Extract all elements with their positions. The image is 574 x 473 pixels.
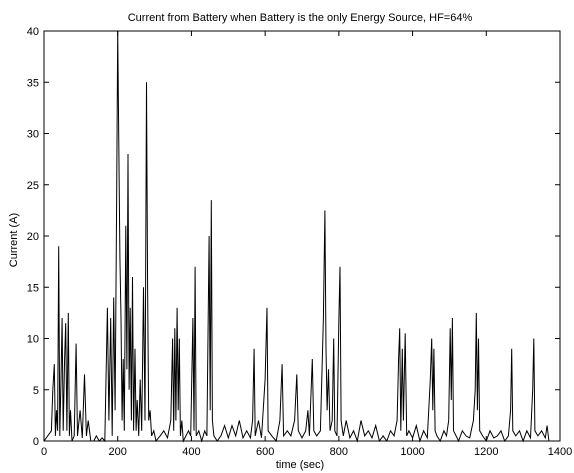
x-tick-label: 1200 [474, 446, 498, 458]
y-tick-label: 5 [33, 385, 39, 397]
y-tick-label: 0 [33, 436, 39, 448]
y-axis-label: Current (A) [8, 213, 20, 267]
x-tick-label: 400 [182, 446, 200, 458]
x-axis-label: time (sec) [276, 459, 324, 471]
series-line-0 [43, 30, 550, 443]
x-tick-label: 800 [330, 446, 348, 458]
y-tick-label: 20 [27, 231, 39, 243]
x-tick-label: 600 [256, 446, 274, 458]
y-tick-label: 15 [27, 282, 39, 294]
x-axis-ticks: 0 200 400 600 800 1000 1200 1400 [41, 31, 572, 458]
y-tick-label: 35 [27, 77, 39, 89]
x-tick-label: 1400 [548, 446, 572, 458]
chart-title: Current from Battery when Battery is the… [128, 12, 473, 24]
y-tick-label: 40 [27, 26, 39, 38]
x-tick-label: 1000 [400, 446, 424, 458]
y-axis-ticks: 0 5 10 15 20 25 30 35 40 [27, 26, 560, 448]
y-tick-label: 10 [27, 334, 39, 346]
x-tick-label: 0 [41, 446, 47, 458]
y-tick-label: 25 [27, 180, 39, 192]
series-lines [43, 30, 550, 443]
y-tick-label: 30 [27, 129, 39, 141]
x-tick-label: 200 [109, 446, 127, 458]
